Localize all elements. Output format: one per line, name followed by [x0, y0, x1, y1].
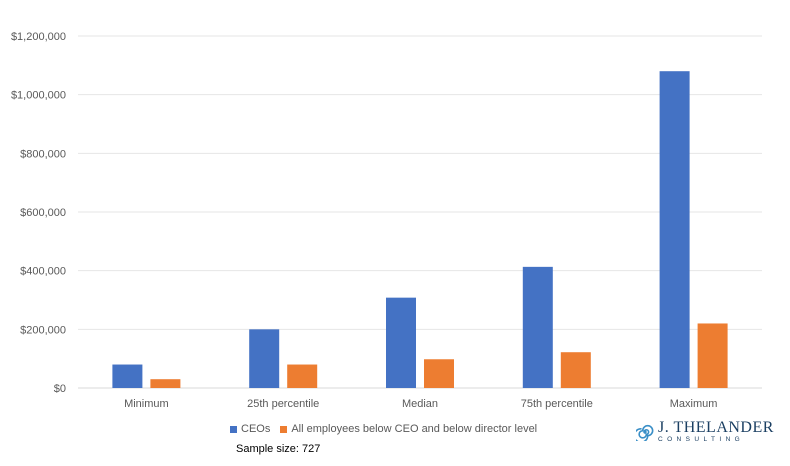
gridlines [78, 35, 762, 389]
x-category-label: Maximum [670, 398, 718, 410]
y-tick-label: $800,000 [20, 148, 66, 160]
sample-size-note: Sample size: 727 [236, 443, 321, 455]
bar-ceos [386, 297, 416, 388]
legend-item-employees: All employees below CEO and below direct… [280, 423, 537, 435]
bar-employees [424, 359, 454, 388]
y-tick-label: $200,000 [20, 324, 66, 336]
bar-employees [150, 379, 181, 388]
bar-ceos [249, 329, 280, 388]
y-axis-ticks: $0 $200,000 $400,000 $600,000 $800,000 $1,000… [11, 31, 66, 395]
legend-label-employees: All employees below CEO and below direct… [291, 423, 538, 435]
y-tick-label: $600,000 [20, 207, 66, 219]
x-category-label: 75th percentile [521, 398, 593, 410]
bars [112, 71, 728, 388]
bar-employees [560, 352, 591, 388]
x-category-label: Minimum [124, 398, 169, 410]
x-axis-categories: Minimum 25th percentile Median 75th percent… [124, 398, 717, 410]
y-tick-label: $0 [54, 383, 66, 395]
logo-subtitle: CONSULTING [658, 436, 745, 443]
bar-employees [287, 364, 318, 388]
spiral-logo-icon [636, 424, 654, 441]
logo-name: J. THELANDER [658, 419, 774, 436]
legend-swatch-ceos [230, 425, 237, 433]
x-category-label: Median [402, 398, 438, 410]
y-tick-label: $1,200,000 [11, 31, 66, 43]
legend-item-ceos: CEOs [230, 423, 270, 435]
bar-ceos [112, 364, 143, 388]
bar-employees [697, 323, 728, 388]
legend-label-ceos: CEOs [241, 423, 271, 435]
x-category-label: 25th percentile [247, 398, 319, 410]
y-tick-label: $400,000 [20, 266, 66, 278]
y-tick-label: $1,000,000 [11, 90, 66, 102]
company-logo: J. THELANDER CONSULTING [636, 420, 774, 444]
bar-ceos [659, 71, 690, 388]
bar-ceos [522, 266, 553, 388]
legend-swatch-employees [280, 425, 288, 433]
legend: CEOs All employees below CEO and below d… [230, 423, 547, 435]
